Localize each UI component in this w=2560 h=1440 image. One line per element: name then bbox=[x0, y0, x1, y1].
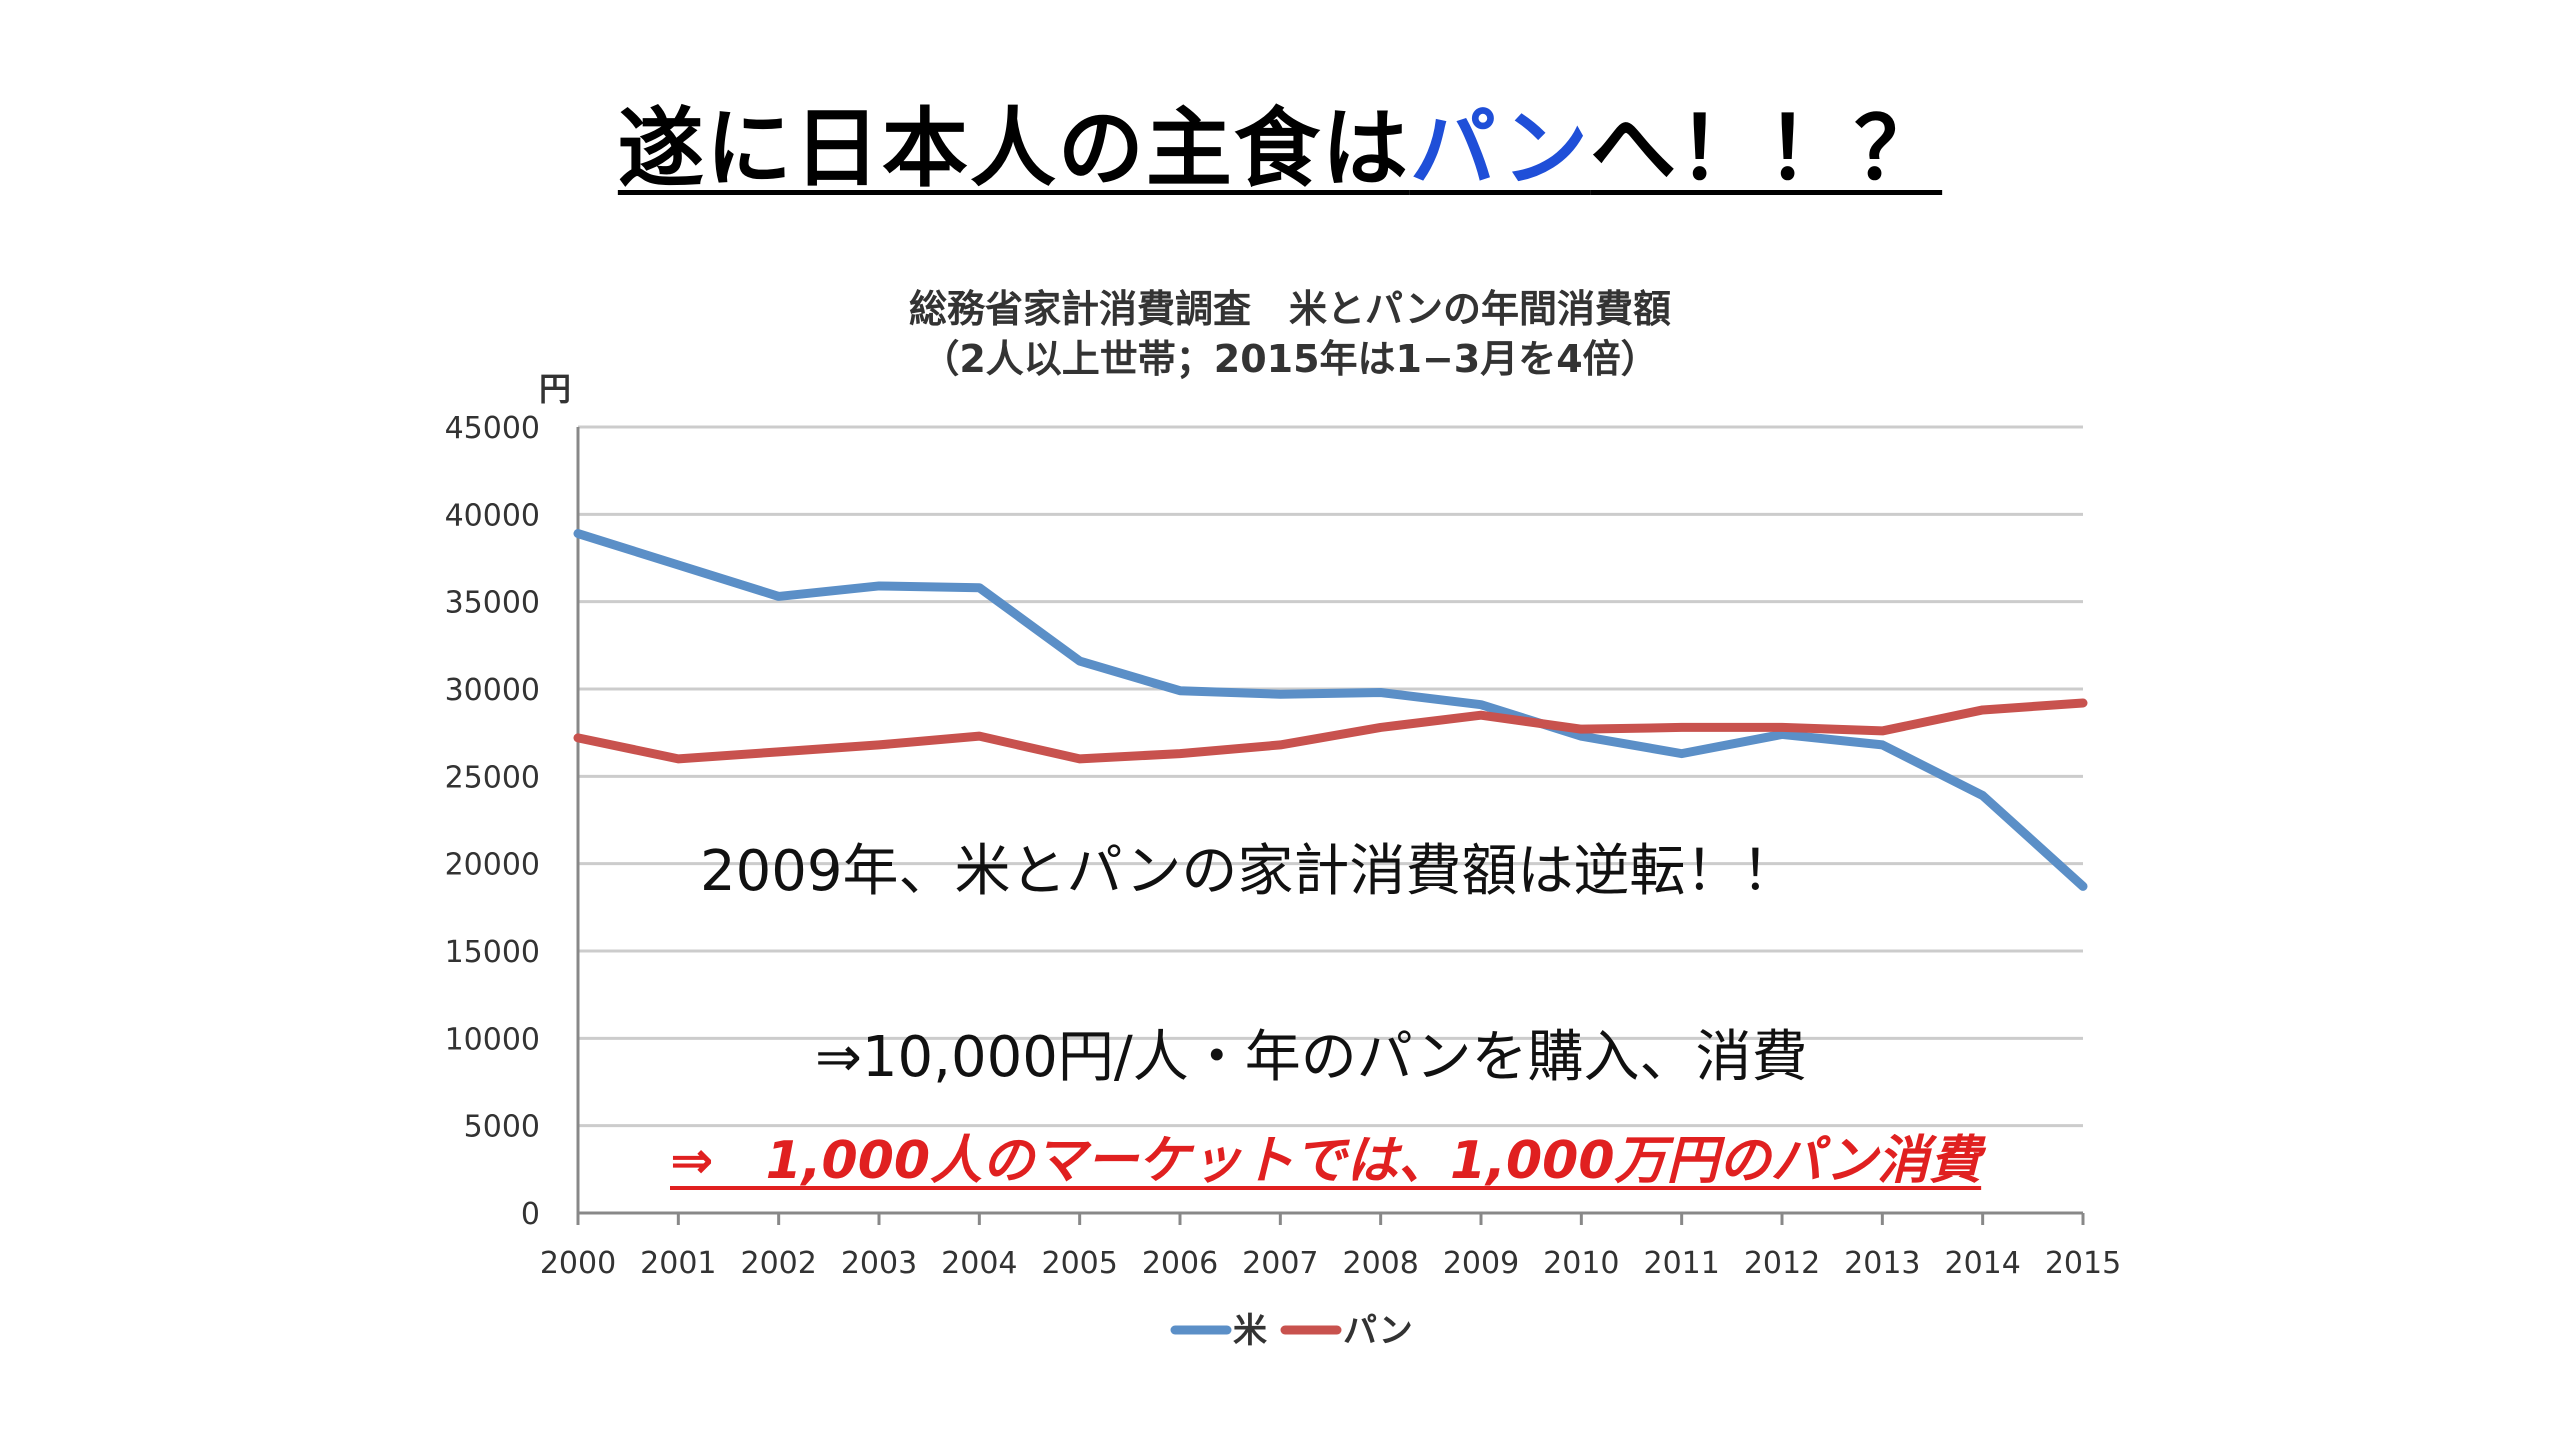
data-point bbox=[1981, 794, 1984, 797]
data-point bbox=[677, 757, 680, 760]
y-axis-label: 円 bbox=[539, 370, 571, 408]
data-point bbox=[978, 735, 981, 738]
y-tick-label: 35000 bbox=[445, 586, 540, 621]
data-point bbox=[1480, 703, 1482, 706]
data-point bbox=[978, 586, 981, 589]
data-point bbox=[1179, 752, 1181, 755]
legend-label: 米 bbox=[1233, 1311, 1267, 1351]
x-tick-label: 2004 bbox=[941, 1246, 1017, 1281]
title-text-post: へ！！？ bbox=[1590, 99, 1943, 199]
title-text-highlight: パン bbox=[1409, 99, 1591, 199]
y-tick-label: 20000 bbox=[445, 848, 540, 883]
data-point bbox=[1680, 726, 1683, 729]
data-point bbox=[1781, 733, 1783, 736]
x-tick-label: 2002 bbox=[740, 1246, 816, 1281]
y-tick-label: 0 bbox=[521, 1197, 540, 1232]
data-point bbox=[1279, 693, 1282, 696]
y-tick-label: 45000 bbox=[445, 411, 540, 446]
data-point bbox=[1279, 743, 1282, 746]
data-point bbox=[1379, 691, 1382, 694]
x-tick-label: 2008 bbox=[1342, 1246, 1418, 1281]
annotation-per-person: ⇒10,000円/人・年のパンを購入、消費 bbox=[815, 1025, 1808, 1090]
data-point bbox=[1480, 714, 1482, 717]
y-tick-label: 25000 bbox=[445, 760, 540, 795]
y-tick-label: 15000 bbox=[445, 935, 540, 970]
data-point bbox=[1881, 729, 1884, 732]
data-point bbox=[1078, 757, 1081, 760]
data-point bbox=[878, 584, 880, 587]
data-point bbox=[2082, 885, 2084, 888]
data-point bbox=[1580, 728, 1583, 731]
x-tick-label: 2007 bbox=[1242, 1246, 1318, 1281]
x-tick-label: 2003 bbox=[841, 1246, 917, 1281]
data-point bbox=[1981, 708, 1984, 711]
chart-title: 総務省家計消費調査 米とパンの年間消費額 bbox=[909, 287, 1671, 331]
series-line-rice bbox=[573, 529, 2088, 891]
x-tick-label: 2010 bbox=[1543, 1246, 1619, 1281]
x-tick-label: 2014 bbox=[1944, 1246, 2020, 1281]
data-point bbox=[1179, 689, 1181, 692]
data-point bbox=[2082, 701, 2084, 704]
chart-subtitle: （2人以上世帯；2015年は1−3月を4倍） bbox=[921, 337, 1658, 381]
data-point bbox=[1580, 735, 1583, 738]
x-tick-label: 2005 bbox=[1041, 1246, 1117, 1281]
x-tick-label: 2015 bbox=[2045, 1246, 2121, 1281]
data-point bbox=[1781, 726, 1783, 729]
slide-title: 遂に日本人の主食はパンへ！！？ bbox=[0, 78, 2560, 203]
x-tick-label: 2011 bbox=[1643, 1246, 1719, 1281]
y-tick-label: 40000 bbox=[445, 498, 540, 533]
data-point bbox=[577, 532, 579, 535]
x-tick-label: 2006 bbox=[1142, 1246, 1218, 1281]
legend-label: パン bbox=[1343, 1311, 1413, 1351]
data-point bbox=[878, 743, 880, 746]
series-line-bread bbox=[573, 698, 2088, 764]
data-point bbox=[777, 595, 780, 598]
data-point bbox=[1680, 752, 1683, 755]
x-tick-label: 2001 bbox=[640, 1246, 716, 1281]
x-tick-label: 2000 bbox=[540, 1246, 616, 1281]
data-point bbox=[677, 563, 680, 566]
annotation-market: ⇒ 1,000人のマーケットでは、1,000万円のパン消費 bbox=[670, 1131, 1982, 1191]
data-point bbox=[777, 750, 780, 753]
x-tick-label: 2013 bbox=[1844, 1246, 1920, 1281]
y-tick-label: 10000 bbox=[445, 1022, 540, 1057]
data-point bbox=[1881, 743, 1884, 746]
data-point bbox=[1078, 660, 1081, 663]
y-tick-label: 30000 bbox=[445, 673, 540, 708]
title-text-pre: 遂に日本人の主食は bbox=[617, 99, 1410, 199]
data-point bbox=[1379, 726, 1382, 729]
y-tick-label: 5000 bbox=[464, 1110, 540, 1145]
annotation-reversal: 2009年、米とパンの家計消費額は逆転！！ bbox=[700, 839, 1798, 904]
x-tick-label: 2009 bbox=[1443, 1246, 1519, 1281]
data-point bbox=[577, 736, 579, 739]
x-tick-label: 2012 bbox=[1744, 1246, 1820, 1281]
